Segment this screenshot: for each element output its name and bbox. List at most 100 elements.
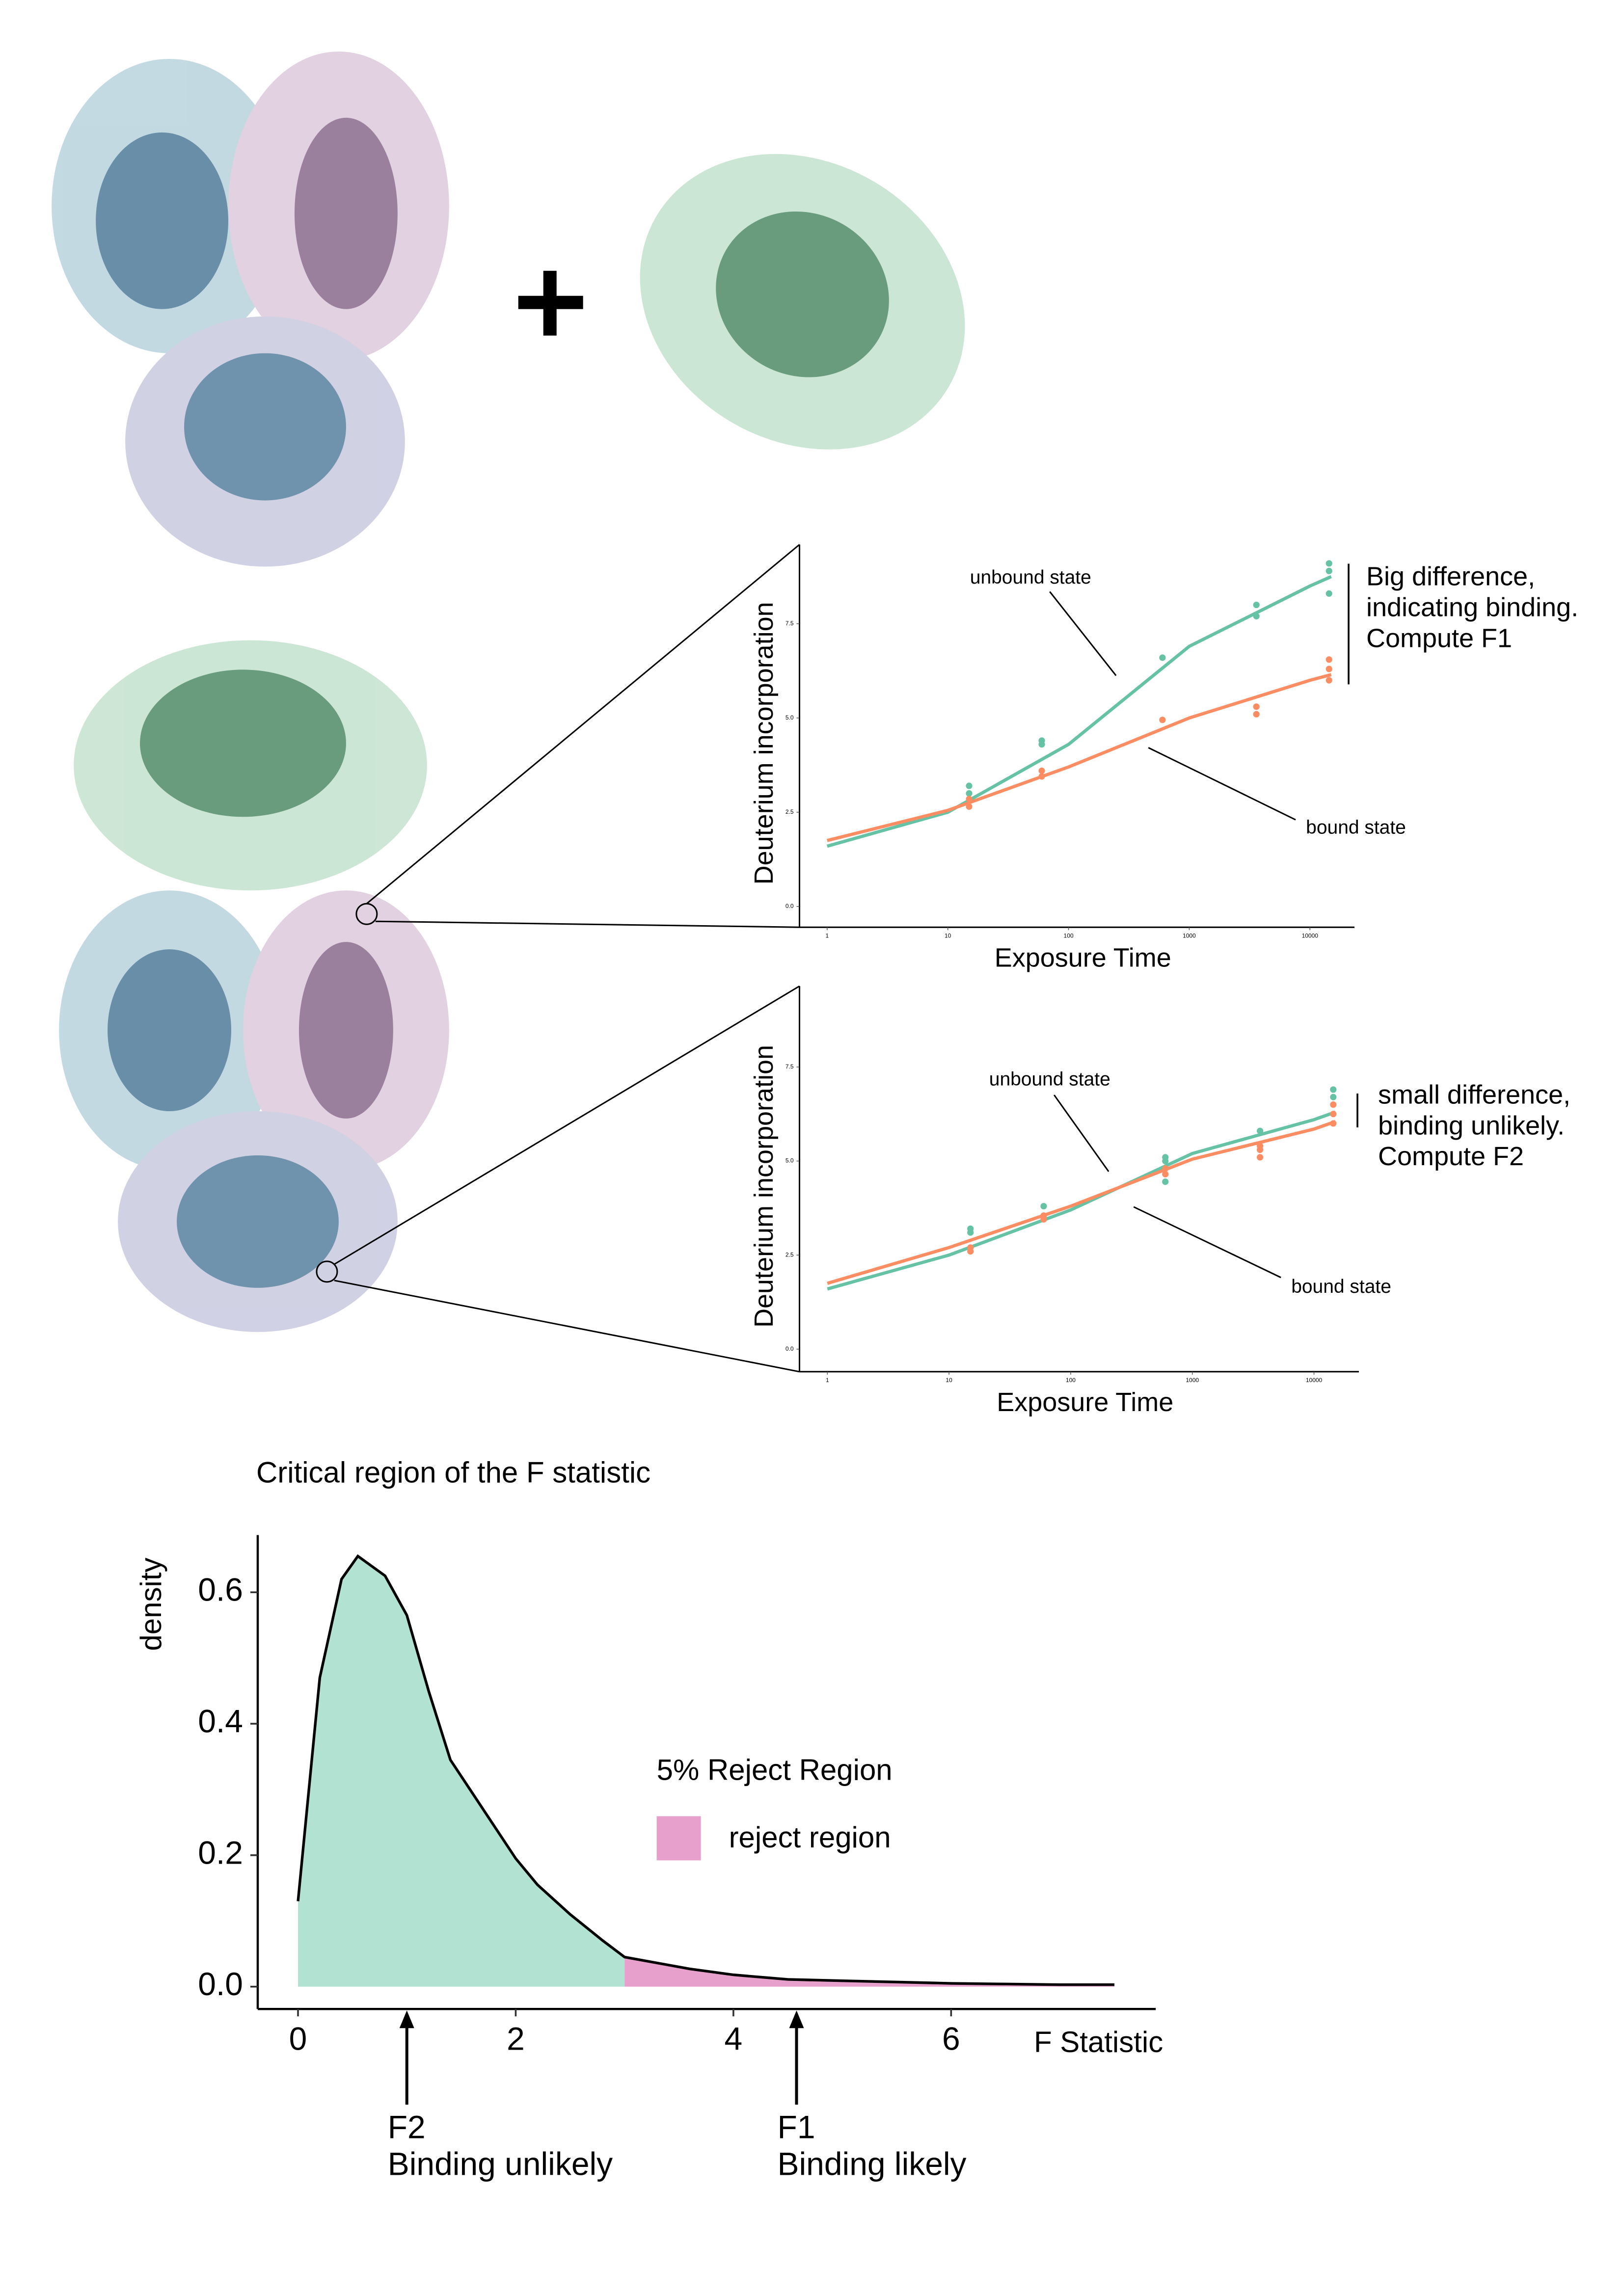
series-label: unbound state (970, 567, 1091, 588)
data-point (1253, 601, 1260, 609)
data-point (966, 796, 973, 802)
y-axis-title: density (135, 1558, 167, 1651)
y-tick-label: 0.6 (198, 1572, 243, 1608)
data-point (1330, 1120, 1337, 1127)
legend-swatch (656, 1816, 701, 1861)
data-point (1330, 1086, 1337, 1093)
legend-title: 5% Reject Region (657, 1753, 893, 1786)
y-axis-title: Deuterium incorporation (749, 1045, 779, 1328)
zoom-lines (316, 544, 800, 1373)
y-axis-title: Deuterium incorporation (749, 602, 779, 884)
data-point (1326, 656, 1332, 663)
data-point (1253, 613, 1260, 620)
data-point (1330, 1111, 1337, 1118)
y-tick-label: 7.5 (785, 1063, 794, 1070)
data-point (1038, 773, 1045, 780)
series-label: bound state (1291, 1276, 1391, 1297)
data-point (1326, 677, 1332, 684)
chart-title: Critical region of the F statistic (256, 1456, 650, 1489)
annotation: binding unlikely. (1378, 1111, 1565, 1140)
fit-curve (827, 673, 1332, 842)
annotation: Compute F2 (1378, 1142, 1524, 1171)
accept-area (298, 1556, 625, 1987)
data-point (1326, 666, 1332, 672)
data-point (1040, 1202, 1047, 1210)
series-label: bound state (1306, 817, 1406, 838)
x-axis-title: F Statistic (1034, 2026, 1163, 2058)
data-point (1162, 1171, 1169, 1177)
data-point (966, 803, 973, 810)
data-point (1159, 717, 1166, 723)
x-tick-label: 1000 (1186, 1377, 1199, 1384)
y-tick-label: 0.2 (198, 1834, 243, 1870)
plus-sign (518, 270, 583, 336)
data-point (967, 1229, 974, 1236)
marker-label: F2 (388, 2109, 426, 2145)
antibody-structure (52, 51, 449, 567)
data-point (1038, 741, 1045, 748)
y-tick-label: 0.4 (198, 1703, 243, 1739)
data-point (966, 790, 973, 797)
legend-label: reject region (729, 1821, 891, 1854)
data-point (1330, 1101, 1337, 1108)
marker-label: F1 (778, 2109, 815, 2145)
data-point (1162, 1157, 1169, 1165)
annotation: small difference, (1378, 1080, 1570, 1109)
data-point (1326, 560, 1332, 567)
data-point (1330, 1094, 1337, 1100)
annotation: indicating binding. (1366, 593, 1578, 622)
marker-label: Binding unlikely (388, 2146, 613, 2182)
y-tick-label: 0.0 (198, 1966, 243, 2002)
annotation: Big difference, (1366, 562, 1535, 591)
y-tick-label: 2.5 (785, 1251, 794, 1258)
x-tick-label: 2 (507, 2021, 525, 2057)
marker-arrowhead (789, 2010, 804, 2029)
data-point (1256, 1127, 1264, 1134)
x-tick-label: 1000 (1183, 932, 1196, 939)
data-point (967, 1248, 974, 1255)
x-tick-label: 4 (725, 2021, 743, 2057)
x-tick-label: 10000 (1302, 932, 1319, 939)
annotation: Compute F1 (1366, 624, 1512, 653)
x-tick-label: 10000 (1306, 1377, 1323, 1384)
fit-curve (827, 1120, 1336, 1285)
y-tick-label: 5.0 (785, 1157, 794, 1164)
data-point (1256, 1154, 1264, 1161)
complex-structure (59, 640, 449, 1332)
y-tick-label: 7.5 (785, 620, 794, 627)
x-tick-label: 10 (946, 1377, 952, 1384)
x-axis-title: Exposure Time (997, 1388, 1173, 1417)
x-axis-title: Exposure Time (995, 943, 1171, 972)
x-tick-label: 6 (942, 2021, 960, 2057)
data-point (1162, 1178, 1169, 1185)
reject-area (624, 1957, 1114, 1987)
data-point (1326, 567, 1332, 574)
leader-line (1049, 591, 1117, 676)
leader-line (1054, 1095, 1110, 1172)
y-tick-label: 0.0 (785, 1345, 794, 1352)
data-point (1256, 1146, 1264, 1153)
data-point (1038, 767, 1045, 774)
x-tick-label: 1 (826, 932, 829, 939)
y-tick-label: 5.0 (785, 714, 794, 721)
leader-line (1133, 1206, 1281, 1279)
leader-line (1148, 747, 1296, 821)
data-point (1253, 703, 1260, 710)
data-point (1040, 1216, 1047, 1223)
series-label: unbound state (989, 1068, 1110, 1090)
data-point (1253, 711, 1260, 718)
data-point (1162, 1165, 1169, 1172)
density-curve (297, 1554, 1114, 1986)
marker-label: Binding likely (778, 2146, 967, 2182)
y-tick-label: 2.5 (785, 808, 794, 815)
x-tick-label: 100 (1064, 932, 1074, 939)
x-tick-label: 10 (945, 932, 951, 939)
data-point (1326, 590, 1332, 597)
fit-curve (826, 575, 1332, 848)
x-tick-label: 1 (826, 1377, 829, 1384)
marker-arrowhead (399, 2010, 414, 2029)
antigen-structure (640, 154, 965, 450)
y-tick-label: 0.0 (785, 903, 794, 909)
x-tick-label: 100 (1066, 1377, 1076, 1384)
